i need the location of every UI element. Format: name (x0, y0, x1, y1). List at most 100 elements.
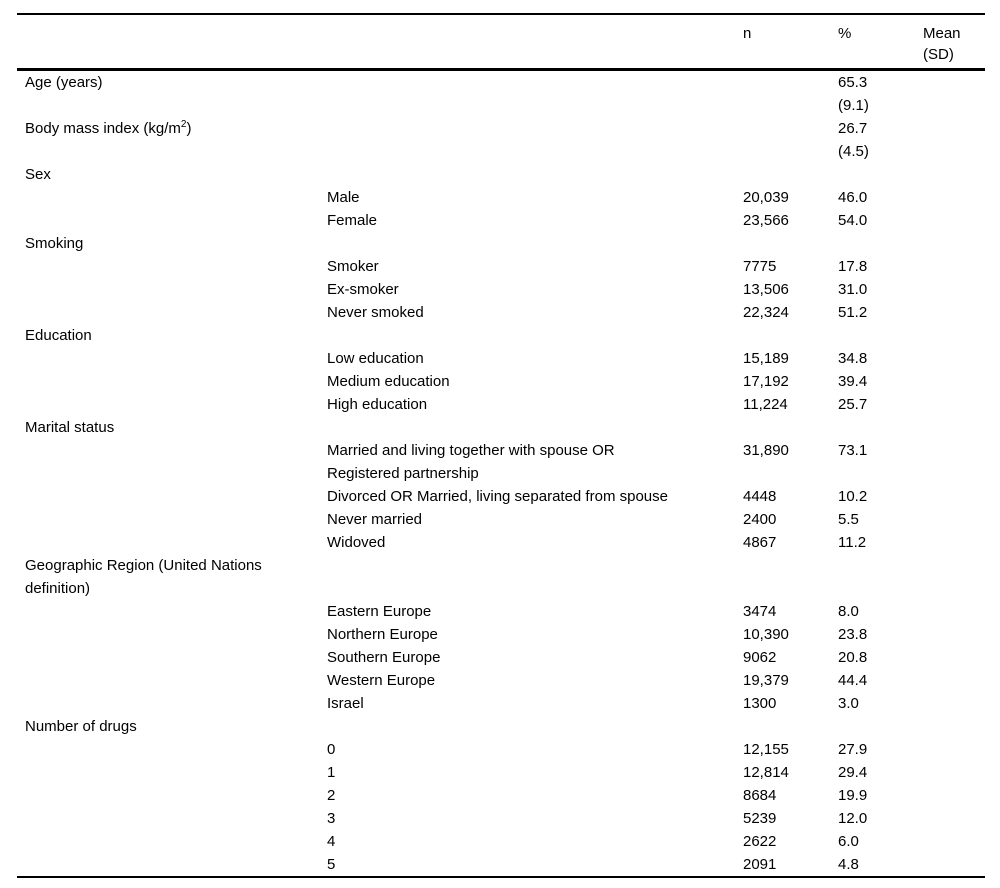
percent-value: 44.4 (838, 672, 868, 689)
n-value: 23,566 (743, 212, 789, 229)
category-label: Sex (25, 166, 51, 183)
mean-sd-value-cell (923, 692, 985, 715)
percent-value-cell: 51.2 (838, 301, 923, 324)
subcategory-cell (327, 715, 743, 738)
table-row: Western Europe 19,379 44.4 (17, 669, 985, 692)
table-row: Eastern Europe 3474 8.0 (17, 600, 985, 623)
mean-sd-value-cell (923, 485, 985, 508)
n-value-cell: 1300 (743, 692, 838, 715)
n-value-cell: 20,039 (743, 186, 838, 209)
percent-value-cell: 46.0 (838, 186, 923, 209)
subcategory-cell: Southern Europe (327, 646, 743, 669)
subcategory-label: 4 (327, 833, 336, 850)
table-row: Low education 15,189 34.8 (17, 347, 985, 370)
category-label: Number of drugs (25, 718, 137, 735)
category-cell (17, 186, 327, 209)
subcategory-cell: Female (327, 209, 743, 232)
n-value: 9062 (743, 649, 777, 666)
table-row: Marital status (17, 416, 985, 439)
table-row: 1 12,814 29.4 (17, 761, 985, 784)
table-header: n % Mean (SD) (17, 14, 985, 70)
category-cell (17, 439, 327, 485)
n-value-cell (743, 163, 838, 186)
n-value-cell: 19,379 (743, 669, 838, 692)
mean-sd-value-cell (923, 715, 985, 738)
n-value-cell: 5239 (743, 807, 838, 830)
n-value: 13,506 (743, 281, 789, 298)
mean-sd-value-cell (923, 807, 985, 830)
n-value-cell: 8684 (743, 784, 838, 807)
mean-sd-value-cell (923, 784, 985, 807)
mean-sd-value-cell (923, 370, 985, 393)
n-value-cell: 7775 (743, 255, 838, 278)
percent-value-cell: 12.0 (838, 807, 923, 830)
percent-value-cell (838, 324, 923, 347)
category-label: Marital status (25, 419, 115, 436)
percent-value: 25.7 (838, 396, 868, 413)
subcategory-label: Never married (327, 511, 423, 528)
subcategory-label: Female (327, 212, 378, 229)
subcategory-cell (327, 554, 743, 600)
percent-value-cell: 54.0 (838, 209, 923, 232)
category-cell (17, 600, 327, 623)
percent-value: 54.0 (838, 212, 868, 229)
percent-value: 17.8 (838, 258, 868, 275)
table-row: 0 12,155 27.9 (17, 738, 985, 761)
subcategory-cell: Widoved (327, 531, 743, 554)
mean-sd-value-cell (923, 738, 985, 761)
n-value-cell: 22,324 (743, 301, 838, 324)
table-row: Never married 2400 5.5 (17, 508, 985, 531)
percent-value-cell: 17.8 (838, 255, 923, 278)
n-value-cell: 23,566 (743, 209, 838, 232)
percent-value: 20.8 (838, 649, 868, 666)
mean-sd-value-cell (923, 209, 985, 232)
n-value-cell: 4448 (743, 485, 838, 508)
mean-sd-value-cell (923, 163, 985, 186)
percent-value-cell: 23.8 (838, 623, 923, 646)
percent-value: 31.0 (838, 281, 868, 298)
percent-value: 51.2 (838, 304, 868, 321)
n-value: 4448 (743, 488, 777, 505)
n-value: 1300 (743, 695, 777, 712)
percent-value-cell (838, 163, 923, 186)
percent-value-cell: 65.3 (9.1) (838, 70, 923, 118)
n-value: 31,890 (743, 442, 789, 459)
table-row: Southern Europe 9062 20.8 (17, 646, 985, 669)
subcategory-label: High education (327, 396, 428, 413)
category-cell: Number of drugs (17, 715, 327, 738)
n-value-cell: 10,390 (743, 623, 838, 646)
subcategory-cell: Never smoked (327, 301, 743, 324)
category-cell (17, 853, 327, 877)
table-row: Male 20,039 46.0 (17, 186, 985, 209)
subcategory-label: Smoker (327, 258, 379, 275)
table-body: Age (years) 65.3 (9.1) Body mass index (… (17, 70, 985, 878)
percent-value-cell (838, 715, 923, 738)
percent-value-cell: 20.8 (838, 646, 923, 669)
table-row: 4 2622 6.0 (17, 830, 985, 853)
percent-value-cell: 27.9 (838, 738, 923, 761)
subcategory-label: Married and living together with spouse … (327, 442, 615, 482)
category-cell: Geographic Region (United Nations defini… (17, 554, 327, 600)
subcategory-label: Israel (327, 695, 364, 712)
category-cell (17, 531, 327, 554)
subcategory-cell (327, 416, 743, 439)
subcategory-label: Widoved (327, 534, 386, 551)
subcategory-cell: Western Europe (327, 669, 743, 692)
category-cell (17, 669, 327, 692)
subcategory-cell (327, 70, 743, 118)
mean-sd-value-cell (923, 347, 985, 370)
mean-sd-value-cell (923, 669, 985, 692)
table-row: Number of drugs (17, 715, 985, 738)
percent-value: 3.0 (838, 695, 859, 712)
subcategory-label: Medium education (327, 373, 450, 390)
n-value: 12,155 (743, 741, 789, 758)
percent-value-cell: 5.5 (838, 508, 923, 531)
n-value: 15,189 (743, 350, 789, 367)
category-label: Geographic Region (United Nations defini… (25, 557, 262, 597)
n-value-cell (743, 70, 838, 118)
percent-value: 34.8 (838, 350, 868, 367)
table-row: Body mass index (kg/m2) 26.7 (4.5) (17, 117, 985, 163)
category-cell (17, 761, 327, 784)
column-header-n: n (743, 25, 752, 42)
percent-value-cell: 26.7 (4.5) (838, 117, 923, 163)
